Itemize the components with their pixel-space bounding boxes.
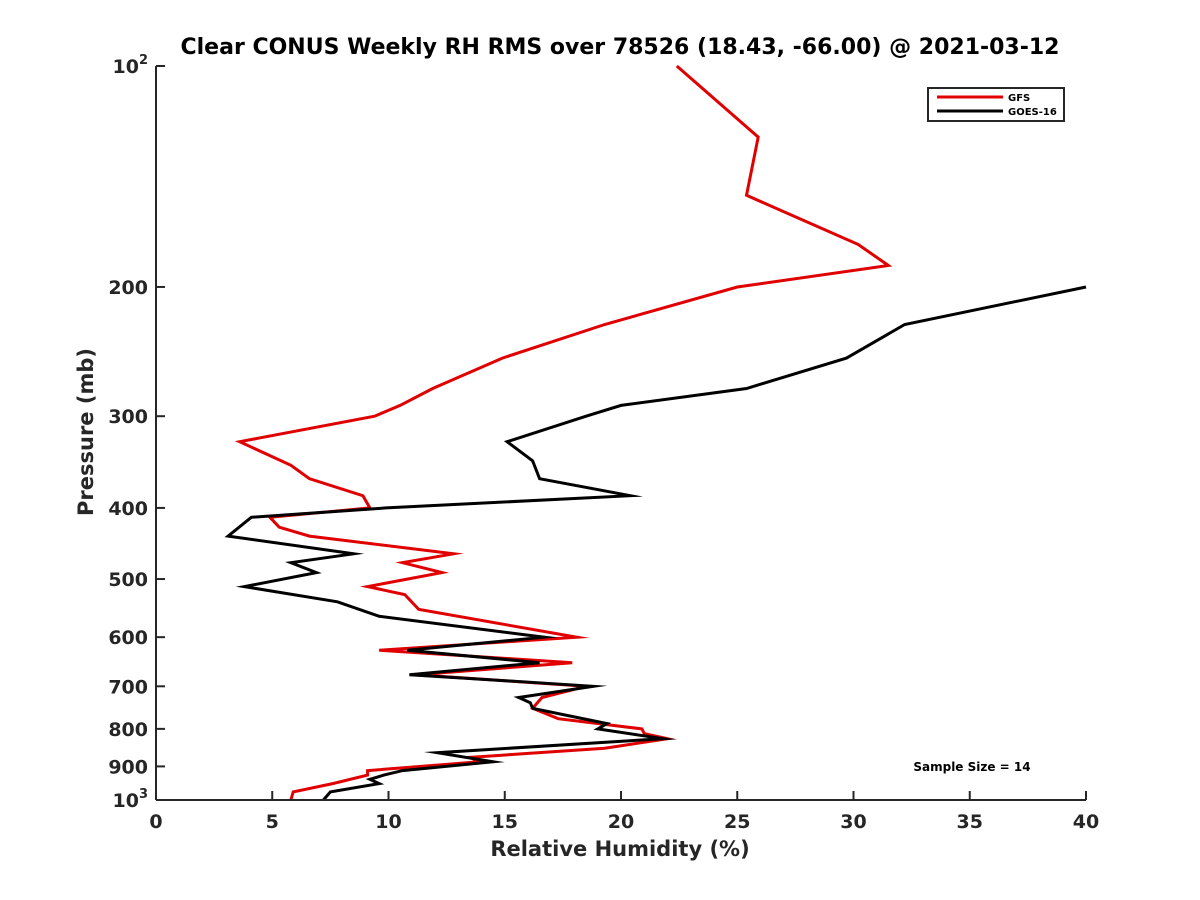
x-tick-label: 10 — [375, 811, 401, 833]
y-tick-label: 400 — [108, 498, 148, 520]
x-tick-label: 15 — [492, 811, 518, 833]
y-tick-label: 102 — [113, 53, 149, 78]
axes-layer: 0 5 10 15 20 25 30 35 40 102 200 300 400 500 600 700 800… — [108, 53, 1099, 833]
legend-box — [927, 87, 1065, 122]
y-tick-label: 900 — [108, 756, 148, 778]
y-tick-label: 200 — [108, 277, 148, 299]
y-tick-label: 600 — [108, 627, 148, 649]
y-tick-label: 300 — [108, 406, 148, 428]
x-tick-label: 40 — [1073, 811, 1099, 833]
sample-size-annotation: Sample Size = 14 — [913, 760, 1030, 774]
x-tick-label: 35 — [957, 811, 983, 833]
legend-label-goes-16: GOES-16 — [1008, 107, 1057, 118]
x-tick-label: 0 — [149, 811, 162, 833]
legend-label-gfs: GFS — [1008, 93, 1030, 104]
x-tick-label: 5 — [266, 811, 279, 833]
y-tick-label: 103 — [113, 787, 149, 812]
series-line-gfs — [234, 64, 893, 801]
legend: GFS GOES-16 — [927, 87, 1065, 122]
x-tick-label: 30 — [840, 811, 866, 833]
y-tick-label: 500 — [108, 569, 148, 591]
y-tick-label: 800 — [108, 719, 148, 741]
series-layer — [224, 64, 1087, 801]
x-tick-label: 20 — [608, 811, 634, 833]
series-line-goes-16 — [224, 285, 1087, 801]
y-tick-label: 700 — [108, 676, 148, 698]
chart-title: Clear CONUS Weekly RH RMS over 78526 (18… — [181, 35, 1060, 60]
x-tick-label: 25 — [724, 811, 750, 833]
y-axis-label: Pressure (mb) — [74, 348, 98, 516]
x-axis-label: Relative Humidity (%) — [490, 837, 749, 861]
